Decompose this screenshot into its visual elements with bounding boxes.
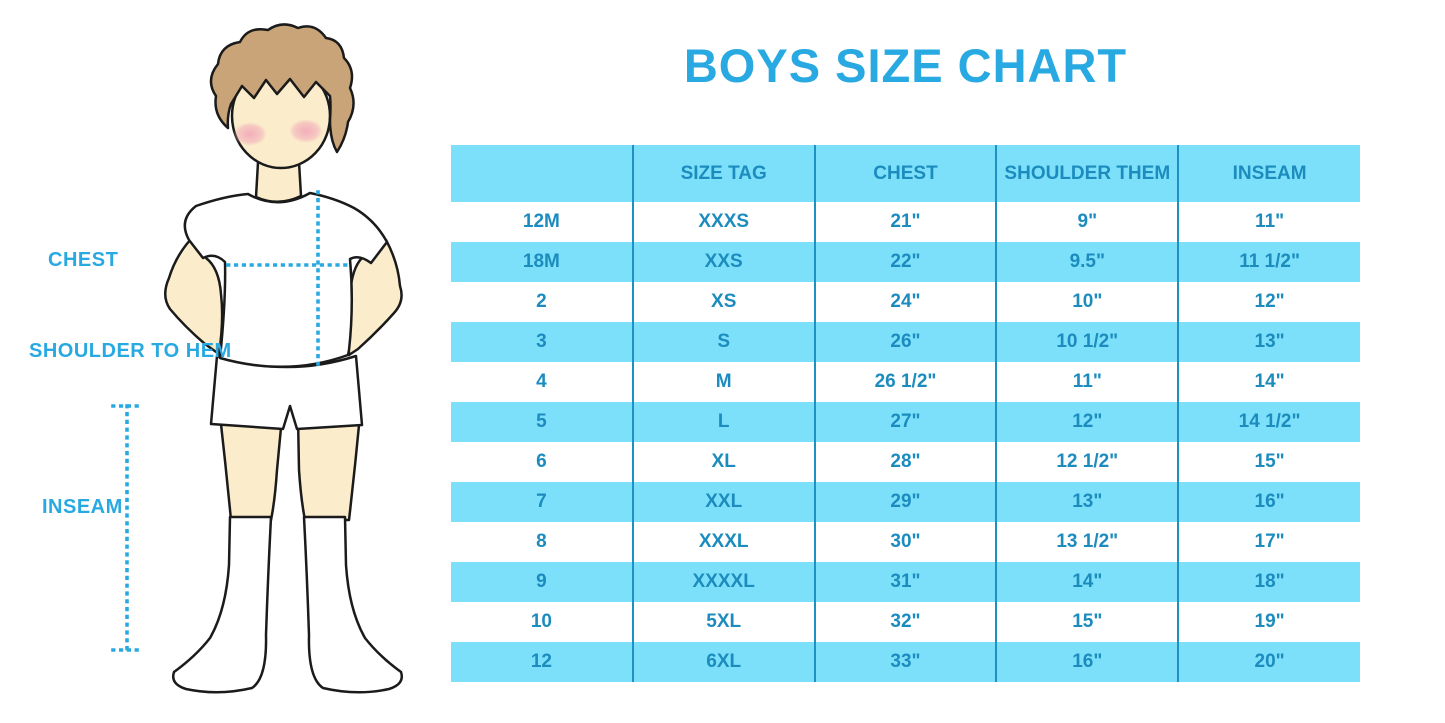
table-cell: 16" — [995, 642, 1179, 682]
table-cell: 6XL — [631, 642, 815, 682]
table-cell: 10 — [451, 602, 633, 642]
table-cell: 9 — [451, 562, 633, 602]
table-row: 7 XXL 29" 13" 16" — [451, 482, 1360, 522]
size-table-body: 12M XXXS 21" 9" 11" 18M XXS 22" 9.5" 11 1/2" 2 XS 24… — [451, 202, 1360, 682]
table-cell: S — [631, 322, 815, 362]
boy-left-cheek — [233, 122, 267, 146]
table-cell: 26 1/2" — [813, 362, 997, 402]
table-cell: 13" — [995, 482, 1179, 522]
header-cell-inseam: INSEAM — [1177, 145, 1360, 202]
table-row: 2 XS 24" 10" 12" — [451, 282, 1360, 322]
header-cell-shoulder-them: SHOULDER THEM — [995, 145, 1179, 202]
inseam-label: INSEAM — [42, 496, 123, 518]
table-cell: 9" — [995, 202, 1179, 242]
table-cell: 12M — [451, 202, 633, 242]
header-row: SIZE TAG CHEST SHOULDER THEM INSEAM — [451, 145, 1360, 202]
table-row: 18M XXS 22" 9.5" 11 1/2" — [451, 242, 1360, 282]
table-cell: 27" — [813, 402, 997, 442]
table-cell: 9.5" — [995, 242, 1179, 282]
table-cell: 18M — [451, 242, 633, 282]
boy-figure-illustration — [111, 23, 403, 694]
table-cell: 21" — [813, 202, 997, 242]
table-cell: 17" — [1177, 522, 1360, 562]
header-cell-chest: CHEST — [813, 145, 997, 202]
boy-hair — [209, 23, 355, 154]
table-cell: 12" — [995, 402, 1179, 442]
table-cell: XXXXL — [631, 562, 815, 602]
table-cell: 29" — [813, 482, 997, 522]
table-cell: 24" — [813, 282, 997, 322]
table-row: 8 XXXL 30" 13 1/2" 17" — [451, 522, 1360, 562]
page-title: BOYS SIZE CHART — [683, 39, 1128, 92]
table-cell: 16" — [1177, 482, 1360, 522]
table-cell: 13 1/2" — [995, 522, 1179, 562]
table-cell: 22" — [813, 242, 997, 282]
boy-left-leg — [218, 413, 284, 522]
table-cell: 2 — [451, 282, 633, 322]
table-cell: 6 — [451, 442, 633, 482]
shoulder-to-hem-label: SHOULDER TO HEM — [29, 340, 232, 362]
header-cell-size-tag: SIZE TAG — [631, 145, 815, 202]
boy-left-sock — [172, 515, 273, 694]
header-cell-size — [451, 145, 633, 202]
table-cell: 11" — [1177, 202, 1360, 242]
table-cell: 3 — [451, 322, 633, 362]
table-cell: 14" — [995, 562, 1179, 602]
table-cell: 28" — [813, 442, 997, 482]
table-row: 5 L 27" 12" 14 1/2" — [451, 402, 1360, 442]
table-row: 10 5XL 32" 15" 19" — [451, 602, 1360, 642]
table-cell: 12" — [1177, 282, 1360, 322]
table-cell: 10" — [995, 282, 1179, 322]
table-row: 6 XL 28" 12 1/2" 15" — [451, 442, 1360, 482]
boy-right-leg — [296, 413, 362, 522]
size-table: SIZE TAG CHEST SHOULDER THEM INSEAM 12M X… — [451, 145, 1360, 682]
table-cell: L — [631, 402, 815, 442]
table-cell: 30" — [813, 522, 997, 562]
table-cell: 31" — [813, 562, 997, 602]
table-cell: XXS — [631, 242, 815, 282]
boy-right-cheek — [289, 119, 323, 143]
table-cell: 19" — [1177, 602, 1360, 642]
table-cell: 5XL — [631, 602, 815, 642]
chest-label: CHEST — [48, 249, 119, 271]
table-cell: 14 1/2" — [1177, 402, 1360, 442]
table-cell: XS — [631, 282, 815, 322]
table-row: 12 6XL 33" 16" 20" — [451, 642, 1360, 682]
table-cell: 14" — [1177, 362, 1360, 402]
table-cell: 20" — [1177, 642, 1360, 682]
table-row: 12M XXXS 21" 9" 11" — [451, 202, 1360, 242]
table-cell: 33" — [813, 642, 997, 682]
table-cell: 15" — [995, 602, 1179, 642]
table-cell: XXXL — [631, 522, 815, 562]
size-table-header: SIZE TAG CHEST SHOULDER THEM INSEAM — [451, 145, 1360, 202]
table-cell: 26" — [813, 322, 997, 362]
table-cell: 12 — [451, 642, 633, 682]
table-cell: 12 1/2" — [995, 442, 1179, 482]
table-cell: 13" — [1177, 322, 1360, 362]
table-cell: 10 1/2" — [995, 322, 1179, 362]
table-cell: XL — [631, 442, 815, 482]
table-cell: 5 — [451, 402, 633, 442]
table-cell: 18" — [1177, 562, 1360, 602]
table-cell: 7 — [451, 482, 633, 522]
table-cell: XXXS — [631, 202, 815, 242]
table-cell: M — [631, 362, 815, 402]
table-row: 4 M 26 1/2" 11" 14" — [451, 362, 1360, 402]
table-cell: 15" — [1177, 442, 1360, 482]
table-cell: 8 — [451, 522, 633, 562]
table-cell: 4 — [451, 362, 633, 402]
table-cell: 11 1/2" — [1177, 242, 1360, 282]
table-cell: 11" — [995, 362, 1179, 402]
table-row: 9 XXXXL 31" 14" 18" — [451, 562, 1360, 602]
table-row: 3 S 26" 10 1/2" 13" — [451, 322, 1360, 362]
table-cell: 32" — [813, 602, 997, 642]
boy-shirt — [183, 191, 389, 368]
boy-right-sock — [302, 515, 403, 694]
table-cell: XXL — [631, 482, 815, 522]
